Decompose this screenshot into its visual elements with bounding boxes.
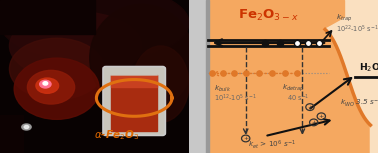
Text: $k_{trap}$: $k_{trap}$	[336, 13, 353, 24]
Ellipse shape	[24, 125, 29, 129]
Bar	[189, 0, 208, 153]
Ellipse shape	[36, 78, 59, 93]
Ellipse shape	[0, 0, 189, 61]
Bar	[0, 0, 94, 34]
Ellipse shape	[90, 5, 194, 112]
Text: $10^{22}$-$10^{5}$ s$^{-1}$: $10^{22}$-$10^{5}$ s$^{-1}$	[336, 23, 378, 35]
Ellipse shape	[9, 11, 142, 80]
Bar	[110, 75, 157, 87]
Ellipse shape	[9, 38, 104, 99]
Text: $k_{WO}$ 3.5 s$^{-1}$: $k_{WO}$ 3.5 s$^{-1}$	[340, 96, 378, 109]
Text: +: +	[319, 114, 324, 119]
Text: $40$ s$^{-1}$: $40$ s$^{-1}$	[287, 92, 310, 104]
FancyBboxPatch shape	[103, 67, 166, 135]
Bar	[110, 75, 157, 131]
Polygon shape	[110, 70, 158, 75]
Ellipse shape	[132, 46, 189, 122]
Bar	[0, 115, 23, 153]
Ellipse shape	[27, 70, 74, 104]
Text: +: +	[311, 120, 316, 125]
Text: $k_{et}$ > $10^{6}$ s$^{-1}$: $k_{et}$ > $10^{6}$ s$^{-1}$	[248, 138, 296, 151]
Text: $k_{detrap}$: $k_{detrap}$	[282, 83, 304, 95]
Ellipse shape	[43, 82, 48, 85]
Text: $\alpha$-Fe$_2$O$_3$: $\alpha$-Fe$_2$O$_3$	[94, 129, 140, 142]
Text: +: +	[243, 136, 248, 141]
Bar	[208, 0, 344, 153]
Text: $10^{12}$-$10^{5}$ s$^{-1}$: $10^{12}$-$10^{5}$ s$^{-1}$	[214, 92, 256, 104]
Text: H$_2$O/O$_2$: H$_2$O/O$_2$	[359, 61, 378, 74]
Ellipse shape	[40, 80, 51, 88]
Ellipse shape	[22, 124, 31, 130]
Polygon shape	[325, 0, 378, 153]
Text: $k_{bulk}$: $k_{bulk}$	[214, 84, 231, 94]
Ellipse shape	[14, 58, 99, 119]
Polygon shape	[208, 0, 370, 153]
Text: Fe$_2$O$_{3-x}$: Fe$_2$O$_{3-x}$	[238, 8, 299, 23]
Bar	[206, 0, 209, 153]
Text: +: +	[307, 105, 313, 110]
